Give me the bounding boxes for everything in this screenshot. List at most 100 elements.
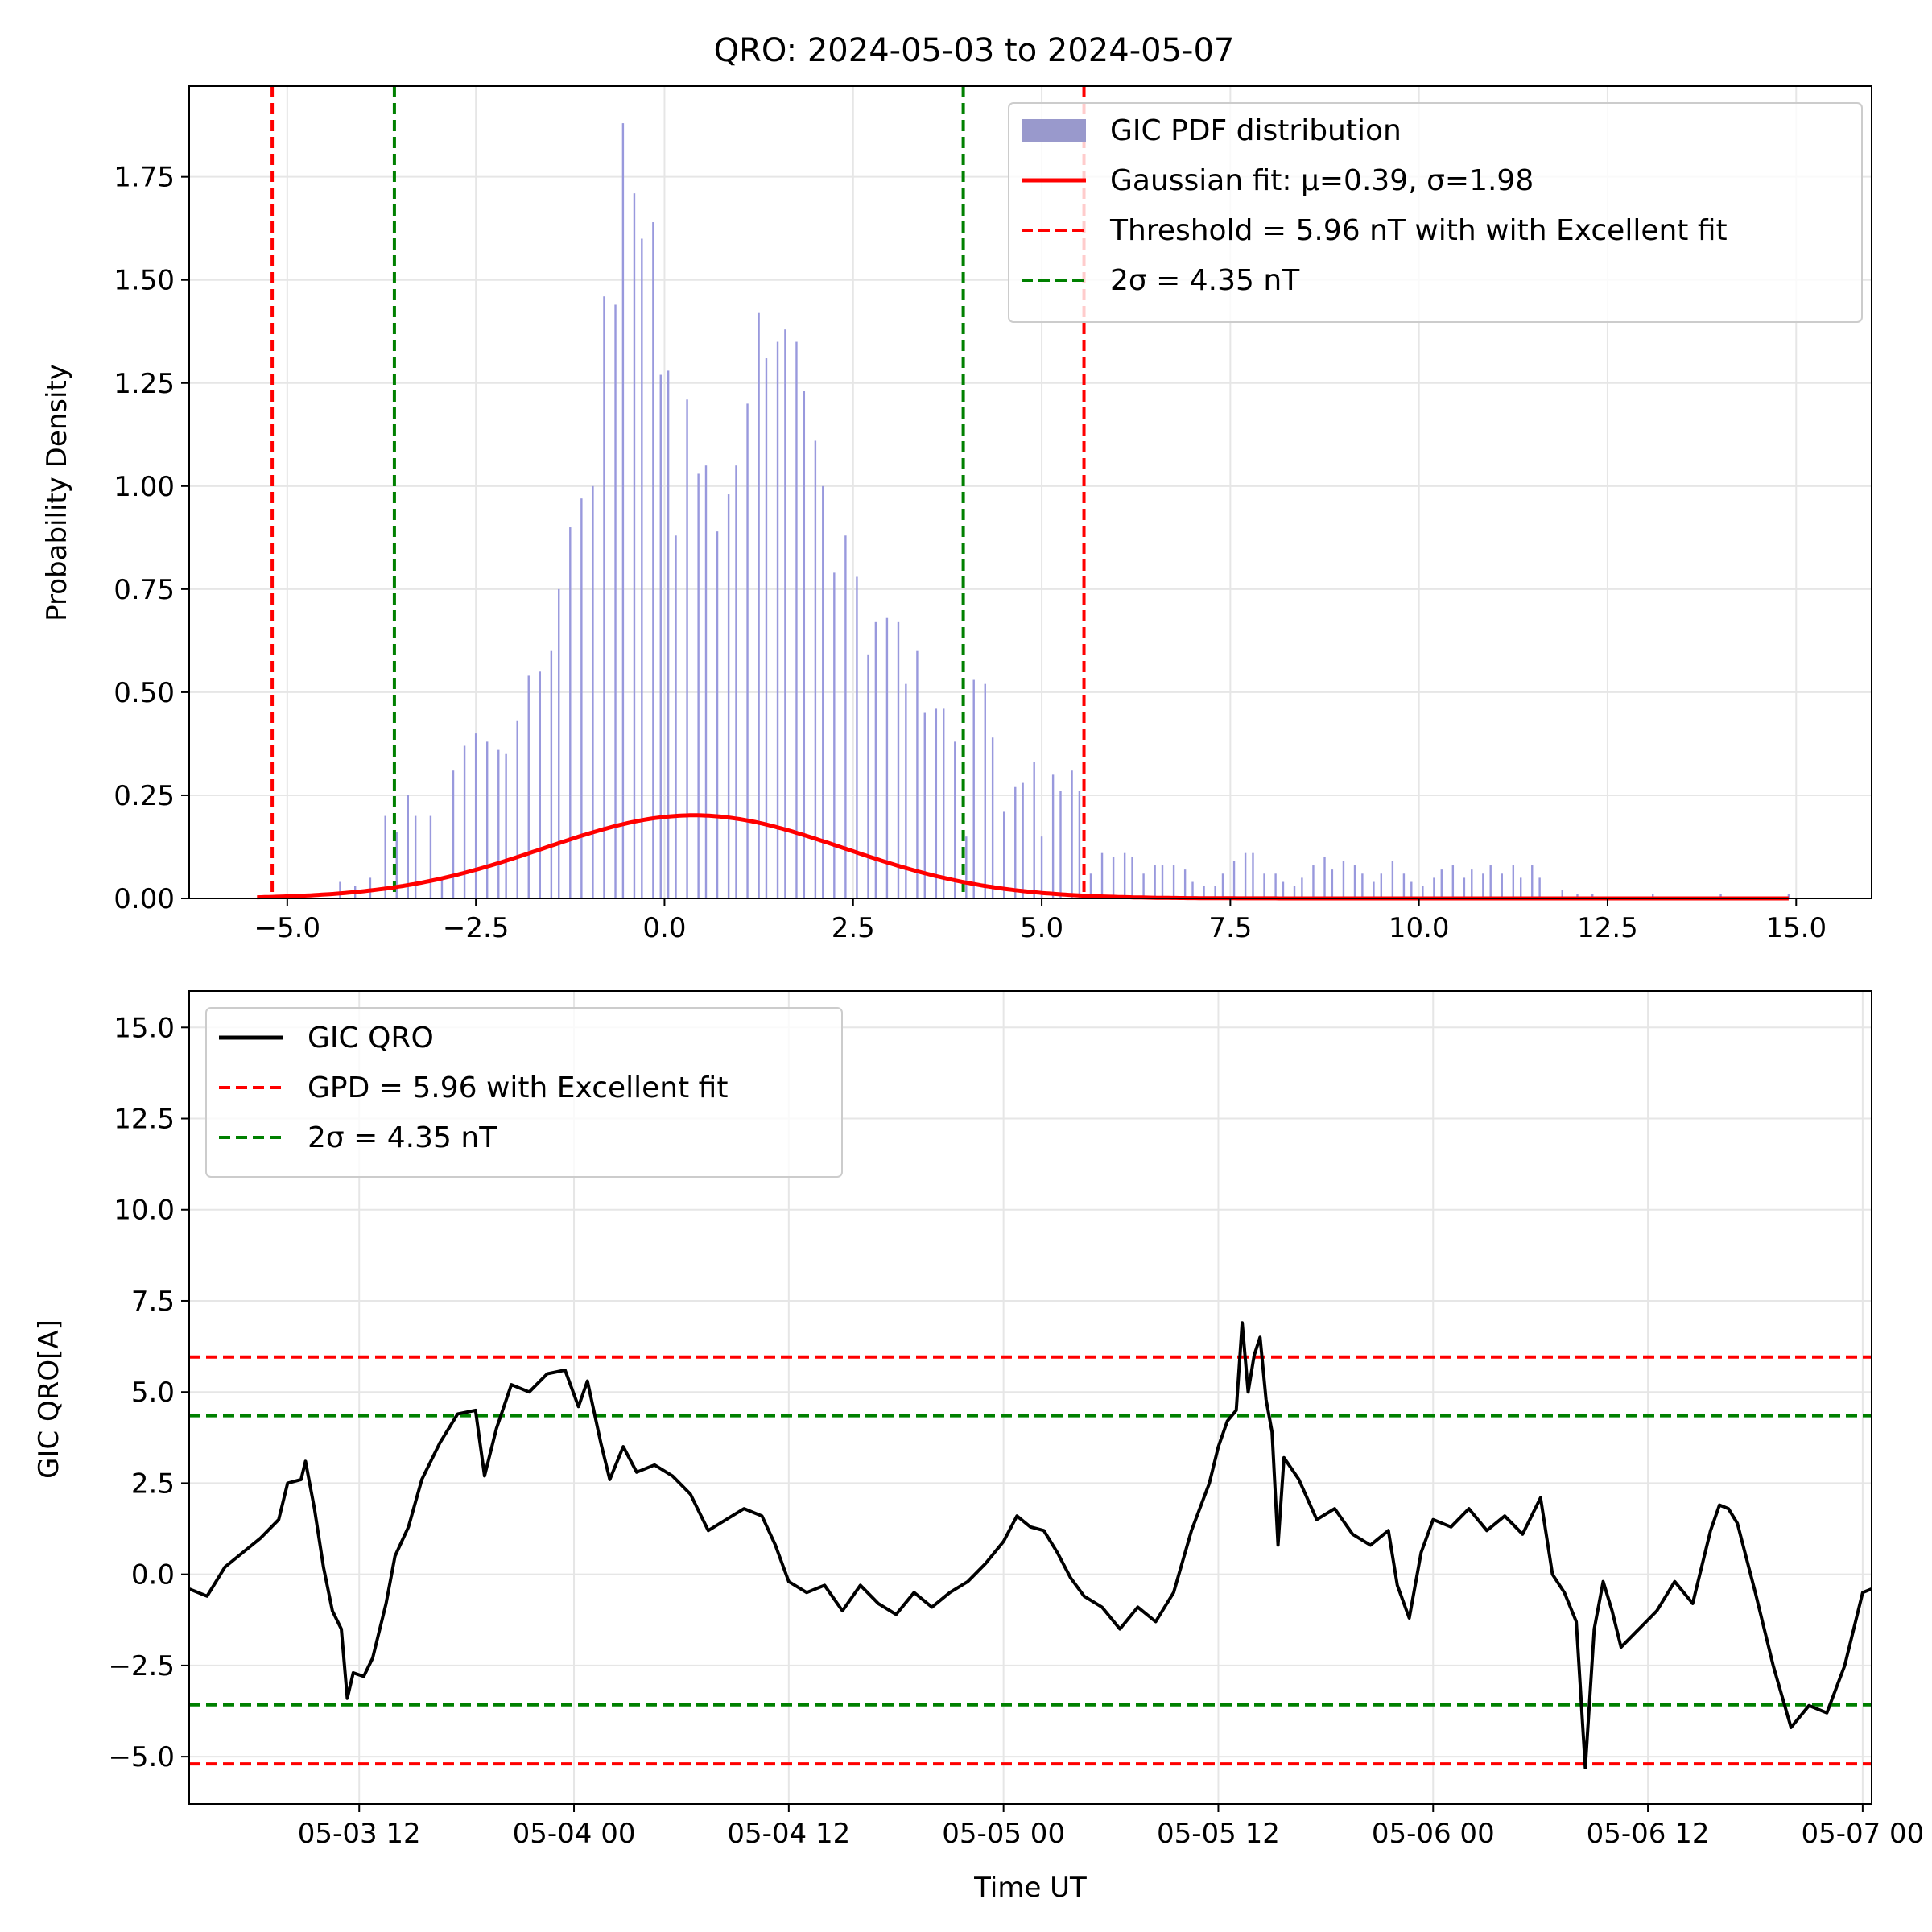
x-tick-label: 05-03 12	[298, 1818, 421, 1850]
figure-title: QRO: 2024-05-03 to 2024-05-07	[714, 32, 1235, 69]
legend-label: 2σ = 4.35 nT	[308, 1121, 497, 1154]
legend-label: GIC PDF distribution	[1110, 114, 1402, 147]
histogram-bar	[1471, 869, 1473, 898]
histogram-bar	[550, 650, 553, 898]
y-tick-label: 12.5	[114, 1104, 175, 1136]
histogram-bar	[1172, 865, 1175, 898]
histogram-bar	[1652, 894, 1654, 898]
histogram-bar	[991, 737, 994, 898]
histogram-bar	[776, 341, 779, 898]
histogram-bar	[1719, 894, 1722, 898]
histogram-bar	[1373, 881, 1375, 898]
histogram-bar	[1142, 873, 1145, 898]
histogram-bar	[1089, 873, 1092, 898]
histogram-bar	[1519, 877, 1522, 898]
histogram-bar	[984, 683, 986, 898]
histogram-bar	[844, 535, 847, 898]
histogram-bar	[795, 341, 798, 898]
x-tick-label: 05-06 12	[1587, 1818, 1710, 1850]
x-tick-label: 05-04 12	[727, 1818, 850, 1850]
histogram-bar	[1274, 873, 1277, 898]
timeseries-legend: GIC QRO GPD = 5.96 with Excellent fit 2σ =…	[205, 1007, 843, 1178]
histogram-bar	[395, 832, 398, 898]
legend-swatch	[1022, 119, 1086, 142]
histogram-bar	[1576, 894, 1579, 898]
y-tick-label: 0.00	[114, 883, 175, 915]
histogram-bar	[1531, 865, 1534, 898]
histogram-bar	[1293, 886, 1296, 898]
histogram-bar	[569, 527, 572, 898]
histogram-bar	[1232, 861, 1236, 898]
histogram-bar	[758, 312, 760, 898]
y-tick-label: 7.5	[131, 1286, 175, 1318]
histogram-bar	[1183, 869, 1187, 898]
histogram-bar	[1112, 857, 1115, 898]
histogram-bar	[1071, 770, 1073, 898]
histogram-bar	[1161, 865, 1164, 898]
histogram-bar	[641, 238, 643, 898]
y-tick-label: 5.0	[131, 1377, 175, 1409]
histogram-bar	[1203, 886, 1205, 898]
histogram-bar	[1391, 861, 1394, 898]
histogram-bar	[659, 374, 662, 898]
histogram-bar	[1040, 836, 1043, 898]
y-tick-label: 0.25	[114, 780, 175, 812]
histogram-bar	[414, 815, 417, 898]
y-tick-label: 0.75	[114, 574, 175, 606]
histogram-bar	[1433, 877, 1435, 898]
histogram-bar	[1100, 852, 1104, 898]
histogram-bar	[972, 679, 975, 898]
x-tick-label: −5.0	[254, 912, 321, 944]
x-tick-label: 0.0	[642, 912, 686, 944]
x-tick-label: 10.0	[1389, 912, 1450, 944]
histogram-bar	[592, 485, 594, 898]
histogram-bar	[1252, 852, 1254, 898]
histogram-panel: −5.0 −2.5 0.0 2.5 5.0 7.5 10.0 12.5 15.0 0.00 0.2…	[41, 85, 1872, 944]
y-tick-label: 1.75	[114, 162, 175, 194]
x-tick-label: 12.5	[1577, 912, 1638, 944]
histogram-bar	[1538, 877, 1541, 898]
histogram-bar	[1512, 865, 1515, 898]
threshold-lines	[270, 86, 1086, 898]
histogram-y-ticks: 0.00 0.25 0.50 0.75 1.00 1.25 1.50 1.75	[114, 162, 189, 915]
histogram-bar	[452, 770, 455, 898]
x-tick-label: 05-06 00	[1372, 1818, 1495, 1850]
histogram-bar	[497, 749, 500, 898]
histogram-bar	[1331, 869, 1334, 898]
histogram-bar	[1244, 852, 1247, 898]
histogram-bar	[384, 815, 386, 898]
y-tick-label: 0.0	[131, 1559, 175, 1591]
y-tick-label: 2.5	[131, 1468, 175, 1500]
histogram-bar	[746, 403, 749, 898]
histogram-bar	[407, 795, 409, 898]
histogram-bar	[1402, 873, 1406, 898]
histogram-bar	[1282, 881, 1285, 898]
x-tick-label: −2.5	[443, 912, 510, 944]
histogram-bar	[954, 741, 956, 898]
histogram-bar	[527, 675, 530, 898]
y-tick-label: 1.25	[114, 368, 175, 400]
histogram-bar	[1410, 881, 1413, 898]
histogram-bar	[1591, 894, 1594, 898]
histogram-bar	[603, 296, 605, 898]
histogram-bar	[1501, 873, 1503, 898]
histogram-legend: GIC PDF distribution Gaussian fit: μ=0.39…	[1008, 102, 1863, 323]
timeseries-y-ticks: −5.0 −2.5 0.0 2.5 5.0 7.5 10.0 12.5 15.0	[108, 1012, 189, 1773]
histogram-bar	[697, 473, 700, 898]
y-tick-label: 0.50	[114, 677, 175, 709]
histogram-bar	[633, 193, 636, 899]
y-tick-label: 1.00	[114, 471, 175, 503]
y-tick-label: −2.5	[108, 1650, 175, 1682]
histogram-bar	[1154, 865, 1156, 898]
histogram-bar	[1489, 865, 1492, 898]
histogram-bar	[716, 531, 719, 898]
histogram-bar	[1051, 774, 1055, 898]
y-tick-label: 10.0	[114, 1195, 175, 1227]
histogram-bar	[558, 588, 560, 898]
legend-box	[205, 1007, 843, 1178]
x-tick-label: 05-05 00	[942, 1818, 1065, 1850]
histogram-bar	[1451, 865, 1455, 898]
histogram-bar	[1002, 811, 1005, 898]
histogram-bar	[704, 465, 708, 898]
